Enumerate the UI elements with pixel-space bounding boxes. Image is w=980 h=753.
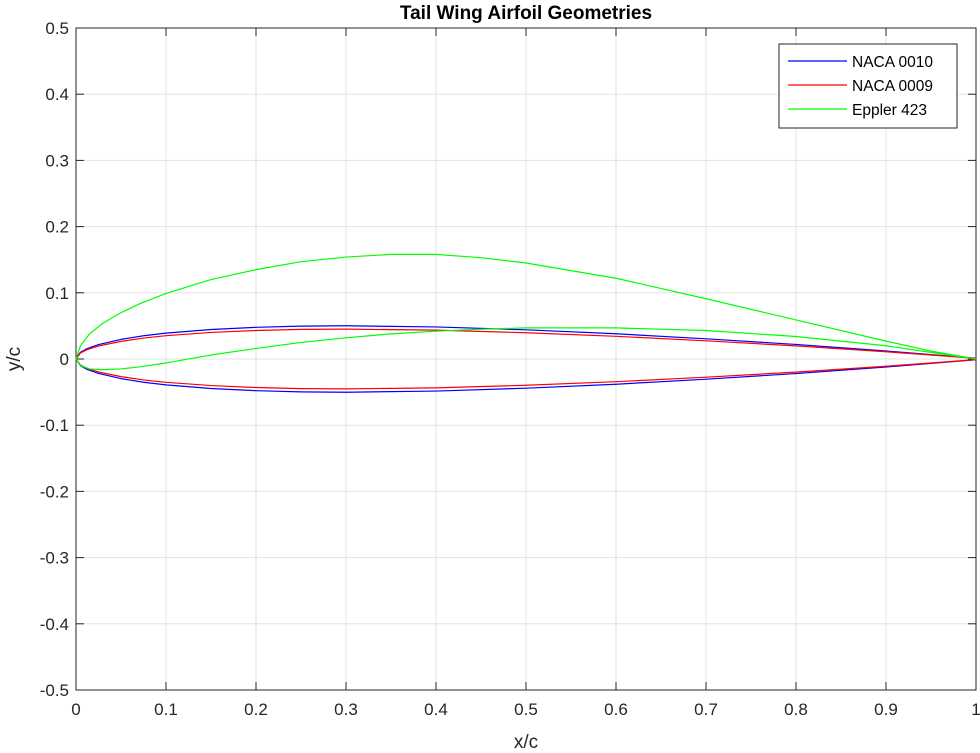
y-tick-label: -0.4	[40, 615, 69, 634]
legend-label: NACA 0009	[852, 78, 933, 95]
x-tick-label: 0	[71, 700, 80, 719]
x-tick-label: 0.8	[784, 700, 808, 719]
x-tick-label: 0.7	[694, 700, 718, 719]
y-tick-label: 0.1	[45, 284, 69, 303]
x-tick-label: 0.5	[514, 700, 538, 719]
y-tick-label: -0.2	[40, 482, 69, 501]
ticks: 0 0.1 0.2 0.3 0.4 0.5 0.6 0.7 0.8 0.9 1 -0.5 -0.4 -0.…	[40, 19, 980, 719]
y-tick-label: 0.5	[45, 19, 69, 38]
y-tick-label: 0.4	[45, 85, 69, 104]
legend-label: NACA 0010	[852, 54, 933, 71]
y-tick-label: -0.5	[40, 681, 69, 700]
x-tick-label: 0.9	[874, 700, 898, 719]
series-group	[75, 253, 977, 393]
x-tick-label: 0.4	[424, 700, 448, 719]
x-tick-label: 0.1	[154, 700, 178, 719]
legend-label: Eppler 423	[852, 102, 927, 119]
y-tick-label: 0.3	[45, 151, 69, 170]
legend: NACA 0010 NACA 0009 Eppler 423	[778, 43, 958, 129]
y-tick-label: 0.2	[45, 218, 69, 237]
x-axis-label: x/c	[514, 732, 538, 753]
y-tick-label: -0.1	[40, 416, 69, 435]
y-axis-label: y/c	[4, 347, 25, 371]
x-tick-label: 1	[971, 700, 980, 719]
chart-title: Tail Wing Airfoil Geometries	[400, 3, 652, 24]
series-line-3	[75, 253, 977, 371]
legend-box	[778, 43, 958, 129]
y-tick-label: 0	[60, 350, 69, 369]
y-tick-label: -0.3	[40, 549, 69, 568]
x-tick-label: 0.3	[334, 700, 358, 719]
x-tick-label: 0.6	[604, 700, 628, 719]
x-tick-label: 0.2	[244, 700, 268, 719]
